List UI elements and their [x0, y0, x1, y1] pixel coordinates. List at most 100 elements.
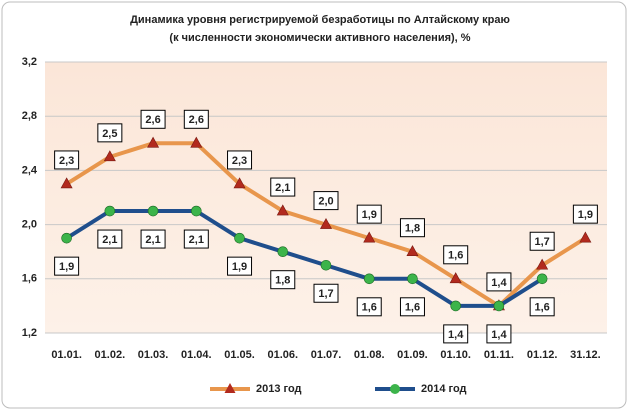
y-tick-label: 2,8	[22, 110, 37, 122]
data-label-box	[399, 218, 425, 238]
marker	[147, 136, 160, 148]
data-label: 2,3	[59, 155, 74, 167]
data-label-box	[529, 231, 555, 251]
data-label: 1,4	[491, 329, 507, 341]
y-tick-label: 3,2	[22, 56, 37, 68]
marker	[103, 150, 116, 162]
data-label-box	[54, 256, 80, 276]
chart-subtitle: (к численности экономически активного на…	[169, 32, 470, 44]
x-tick-label: 31.12.	[570, 349, 601, 361]
data-label: 2,1	[275, 182, 290, 194]
marker	[234, 232, 245, 244]
data-label: 2,6	[145, 114, 160, 126]
x-tick-label: 01.08.	[354, 349, 385, 361]
data-label-box	[140, 109, 166, 129]
x-tick-label: 01.05.	[224, 349, 255, 361]
data-label: 1,7	[535, 236, 550, 248]
data-label: 2,6	[189, 114, 204, 126]
legend-label: 2014 год	[421, 383, 467, 395]
x-tick-label: 01.10.	[440, 349, 471, 361]
data-label-box	[443, 324, 469, 344]
marker	[277, 246, 289, 257]
marker	[61, 232, 72, 244]
marker	[147, 205, 159, 217]
x-tick-label: 01.09.	[397, 349, 428, 361]
y-tick-label: 2,0	[22, 219, 37, 231]
data-label-box	[140, 229, 166, 249]
data-label: 1,8	[275, 275, 290, 287]
data-label: 1,9	[362, 209, 377, 221]
marker	[276, 204, 289, 216]
data-label-box	[313, 191, 339, 211]
data-label: 2,1	[145, 234, 160, 246]
data-label-box	[54, 150, 80, 170]
data-label: 2,1	[189, 234, 204, 246]
marker	[60, 177, 73, 189]
marker	[363, 231, 376, 243]
series-line	[65, 209, 544, 308]
data-label-box	[227, 150, 253, 170]
marker	[233, 177, 246, 189]
x-tick-label: 01.11.	[484, 349, 514, 361]
data-label: 2,1	[102, 234, 117, 246]
x-tick-label: 01.03.	[138, 349, 169, 361]
data-label-box	[572, 204, 598, 224]
marker	[449, 272, 462, 284]
data-label-box	[183, 109, 209, 129]
data-label-box	[313, 283, 339, 303]
data-label: 1,4	[491, 277, 507, 289]
data-label: 2,3	[232, 155, 247, 167]
data-label-box	[486, 324, 512, 344]
data-label: 1,6	[362, 302, 377, 314]
y-tick-label: 1,6	[22, 273, 37, 285]
x-tick-label: 01.02.	[95, 349, 126, 361]
x-tick-label: 01.01.	[51, 349, 82, 361]
data-label: 2,5	[102, 128, 117, 140]
marker	[579, 231, 592, 243]
marker	[190, 136, 203, 148]
marker	[319, 217, 333, 229]
data-label-box	[227, 256, 253, 276]
data-label-box	[443, 245, 469, 265]
marker	[320, 259, 332, 271]
data-label: 1,9	[232, 261, 247, 273]
data-label: 1,9	[59, 261, 74, 273]
data-label: 1,6	[448, 250, 463, 262]
data-label: 1,9	[578, 209, 593, 221]
data-label-box	[270, 177, 296, 197]
x-tick-label: 01.12.	[527, 349, 558, 361]
data-label: 1,8	[405, 223, 420, 235]
marker	[407, 273, 418, 285]
data-label-box	[399, 297, 425, 317]
data-label: 1,4	[448, 329, 464, 341]
data-label-box	[270, 270, 296, 290]
data-label-box	[356, 297, 382, 317]
data-label-box	[183, 229, 209, 249]
data-label-box	[97, 123, 123, 143]
marker	[104, 205, 116, 217]
legend-marker	[390, 384, 400, 394]
legend-marker	[224, 383, 236, 393]
data-label-box	[97, 229, 123, 249]
marker	[450, 300, 461, 312]
marker	[493, 300, 505, 312]
data-label: 2,0	[318, 196, 333, 208]
marker	[536, 258, 549, 270]
y-tick-label: 2,4	[22, 164, 38, 176]
x-tick-label: 01.07.	[311, 349, 342, 361]
data-label: 1,6	[405, 302, 420, 314]
y-tick-label: 1,2	[22, 327, 37, 339]
data-label: 1,7	[318, 288, 333, 300]
marker	[191, 205, 202, 217]
data-label-box	[529, 297, 555, 317]
data-label-box	[356, 204, 382, 224]
data-label: 1,6	[535, 302, 550, 314]
x-tick-label: 01.06.	[267, 349, 298, 361]
marker	[406, 245, 419, 256]
legend-label: 2013 год	[256, 383, 302, 395]
marker	[536, 273, 548, 285]
data-label-box	[486, 272, 512, 292]
marker	[363, 273, 375, 285]
chart-title: Динамика уровня регистрируемой безработи…	[130, 14, 510, 26]
